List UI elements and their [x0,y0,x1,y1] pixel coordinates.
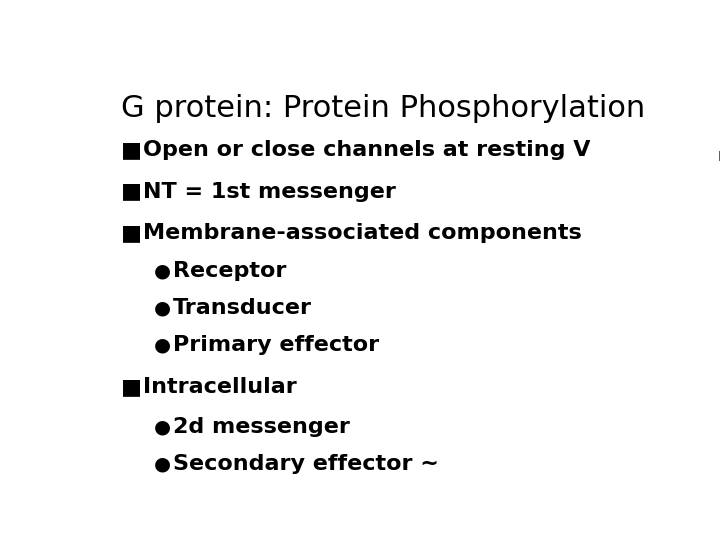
Text: ■: ■ [121,223,142,243]
Text: Open or close channels at resting V: Open or close channels at resting V [143,140,590,160]
Text: ●: ● [154,455,171,474]
Text: Intracellular: Intracellular [143,377,297,397]
Text: ■: ■ [121,140,142,160]
Text: ●: ● [154,417,171,436]
Text: Transducer: Transducer [173,298,312,318]
Text: Receptor: Receptor [173,261,286,281]
Text: NT = 1st messenger: NT = 1st messenger [143,181,396,201]
Text: Secondary effector ~: Secondary effector ~ [173,454,438,474]
Text: ■: ■ [121,181,142,201]
Text: 2d messenger: 2d messenger [173,416,349,436]
Text: G protein: Protein Phosphorylation: G protein: Protein Phosphorylation [121,94,645,123]
Text: ●: ● [154,336,171,355]
Text: Primary effector: Primary effector [173,335,379,355]
Text: ●: ● [154,261,171,280]
Text: ■: ■ [121,377,142,397]
Text: Membrane-associated components: Membrane-associated components [143,223,582,243]
Text: $\mathbf{m}$: $\mathbf{m}$ [716,146,720,165]
Text: ●: ● [154,299,171,318]
